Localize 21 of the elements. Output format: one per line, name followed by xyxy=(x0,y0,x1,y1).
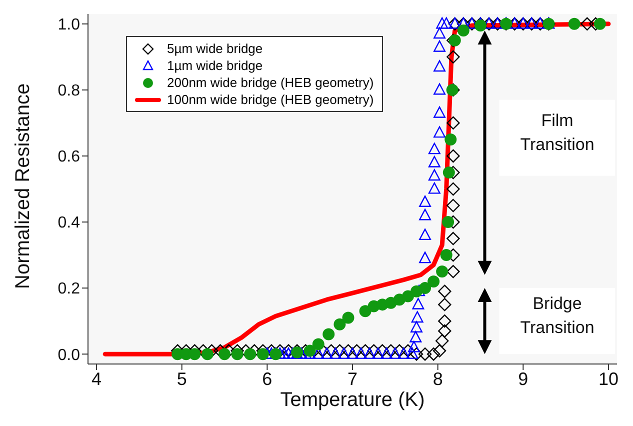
x-tick-label: 4 xyxy=(92,368,102,389)
y-tick-label: 0.4 xyxy=(58,214,80,232)
x-tick-label: 8 xyxy=(432,368,443,389)
x-tick-label: 9 xyxy=(518,368,528,389)
x-tick-label: 10 xyxy=(598,368,618,389)
y-tick-label: 0.6 xyxy=(58,148,80,166)
y-tick-label: 1.0 xyxy=(58,16,80,34)
y-tick-label: 0.0 xyxy=(58,346,80,364)
legend-label: 200nm wide bridge (HEB geometry) xyxy=(167,74,374,91)
legend-label: 100nm wide bridge (HEB geometry) xyxy=(167,91,374,108)
x-tick-label: 6 xyxy=(262,368,272,389)
legend-label: 5µm wide bridge xyxy=(167,40,263,57)
y-tick-label: 0.8 xyxy=(58,82,80,100)
annotation: Film Transition xyxy=(520,110,594,154)
x-tick-label: 7 xyxy=(347,368,358,389)
x-tick-label: 5 xyxy=(176,368,187,389)
legend-label: 1µm wide bridge xyxy=(167,57,263,74)
x-axis-title: Temperature (K) xyxy=(280,389,425,411)
y-tick-label: 0.2 xyxy=(58,280,80,298)
y-axis-title: Normalized Resistance xyxy=(12,83,34,289)
annotation: Bridge Transition xyxy=(520,294,594,338)
